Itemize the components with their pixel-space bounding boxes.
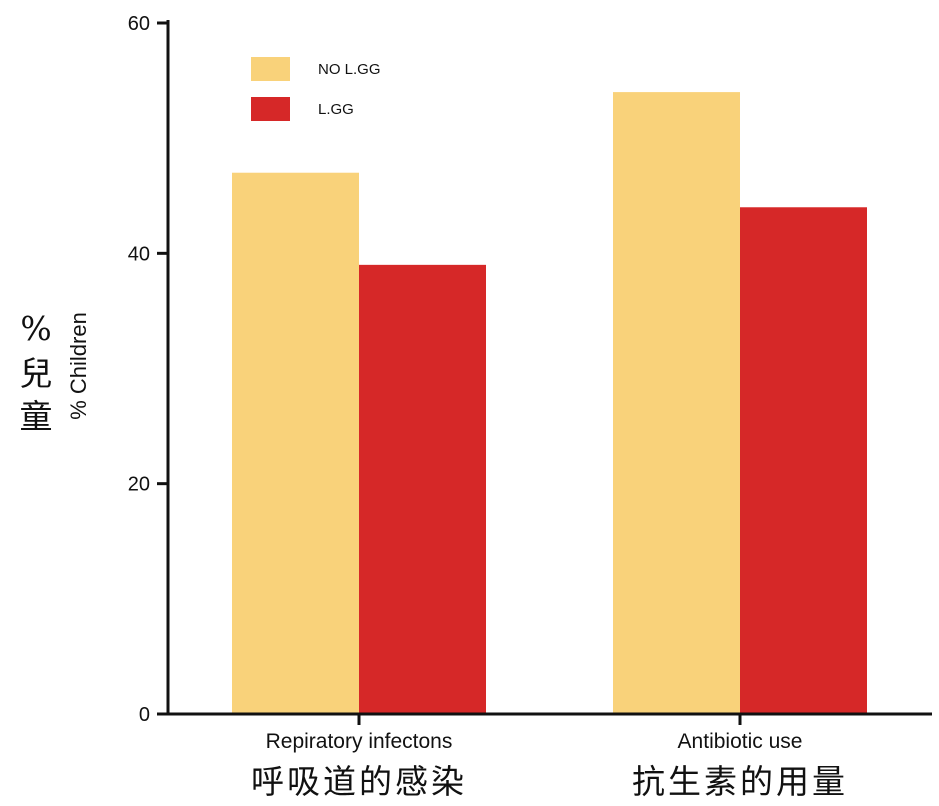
legend-swatch <box>251 97 290 121</box>
bar-l-gg-2 <box>740 207 867 714</box>
bar-no-l-gg-2 <box>613 92 740 715</box>
x-category-label-zh: 呼吸道的感染 <box>251 762 467 801</box>
bars-group <box>232 92 867 715</box>
y-tick-label: 60 <box>128 13 150 35</box>
y-axis-title-zh-char-2: 兒 <box>20 354 53 393</box>
y-axis-title: % Children <box>66 312 91 420</box>
legend: NO L.GG L.GG <box>251 57 381 121</box>
y-axis-title-zh: % 兒 童 <box>20 309 53 436</box>
legend-swatch <box>251 57 290 81</box>
x-categories-group: Repiratory infectons 呼吸道的感染 Antibiotic use… <box>251 714 848 801</box>
x-category-label-zh: 抗生素的用量 <box>632 762 848 801</box>
x-category-label: Repiratory infectons <box>266 730 453 753</box>
y-tick-label: 0 <box>139 704 150 726</box>
y-axis-title-zh-char-3: 童 <box>20 397 53 436</box>
y-tick-label: 40 <box>128 243 150 265</box>
legend-label: NO L.GG <box>318 61 381 78</box>
y-axis-title-zh-char-1: % <box>20 309 51 348</box>
bar-no-l-gg-1 <box>232 172 359 714</box>
bar-l-gg-1 <box>359 264 486 714</box>
y-tick-label: 20 <box>128 474 150 496</box>
x-category-label: Antibiotic use <box>678 730 803 753</box>
y-ticks-group: 0 20 40 60 <box>128 13 168 726</box>
legend-label: L.GG <box>318 101 354 118</box>
